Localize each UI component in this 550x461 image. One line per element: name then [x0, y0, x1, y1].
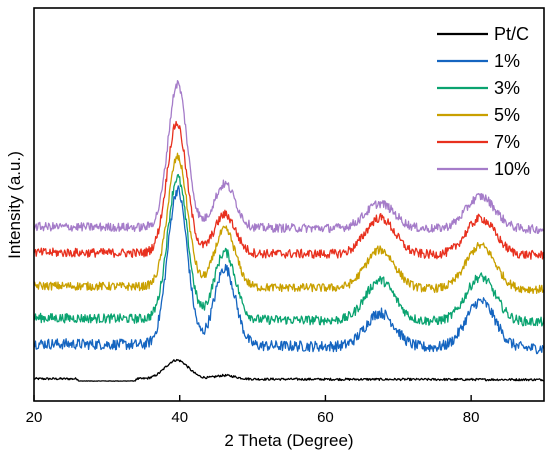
series-line-3 — [33, 152, 545, 295]
y-axis-title: Intensity (a.u.) — [5, 151, 24, 259]
x-axis-ticks: 20 40 60 80 — [26, 395, 480, 426]
legend-label: 3% — [494, 78, 520, 98]
legend-label: 7% — [494, 132, 520, 152]
series-line-0 — [33, 358, 545, 382]
series-line-5 — [33, 79, 544, 235]
series-line-2 — [33, 173, 545, 327]
x-tick-label: 20 — [26, 409, 43, 426]
legend-label: 10% — [494, 159, 530, 179]
x-tick-label: 80 — [463, 409, 480, 426]
x-axis-title: 2 Theta (Degree) — [224, 431, 353, 450]
series-traces — [33, 79, 545, 382]
x-tick-label: 60 — [317, 409, 334, 426]
legend-label: 5% — [494, 105, 520, 125]
legend-label: Pt/C — [494, 24, 529, 44]
series-line-4 — [33, 120, 545, 260]
x-tick-label: 40 — [171, 409, 188, 426]
series-line-1 — [33, 185, 545, 355]
legend-label: 1% — [494, 51, 520, 71]
plot-frame — [33, 7, 545, 402]
legend: Pt/C 1% 3% 5% 7% 10% — [437, 24, 530, 179]
